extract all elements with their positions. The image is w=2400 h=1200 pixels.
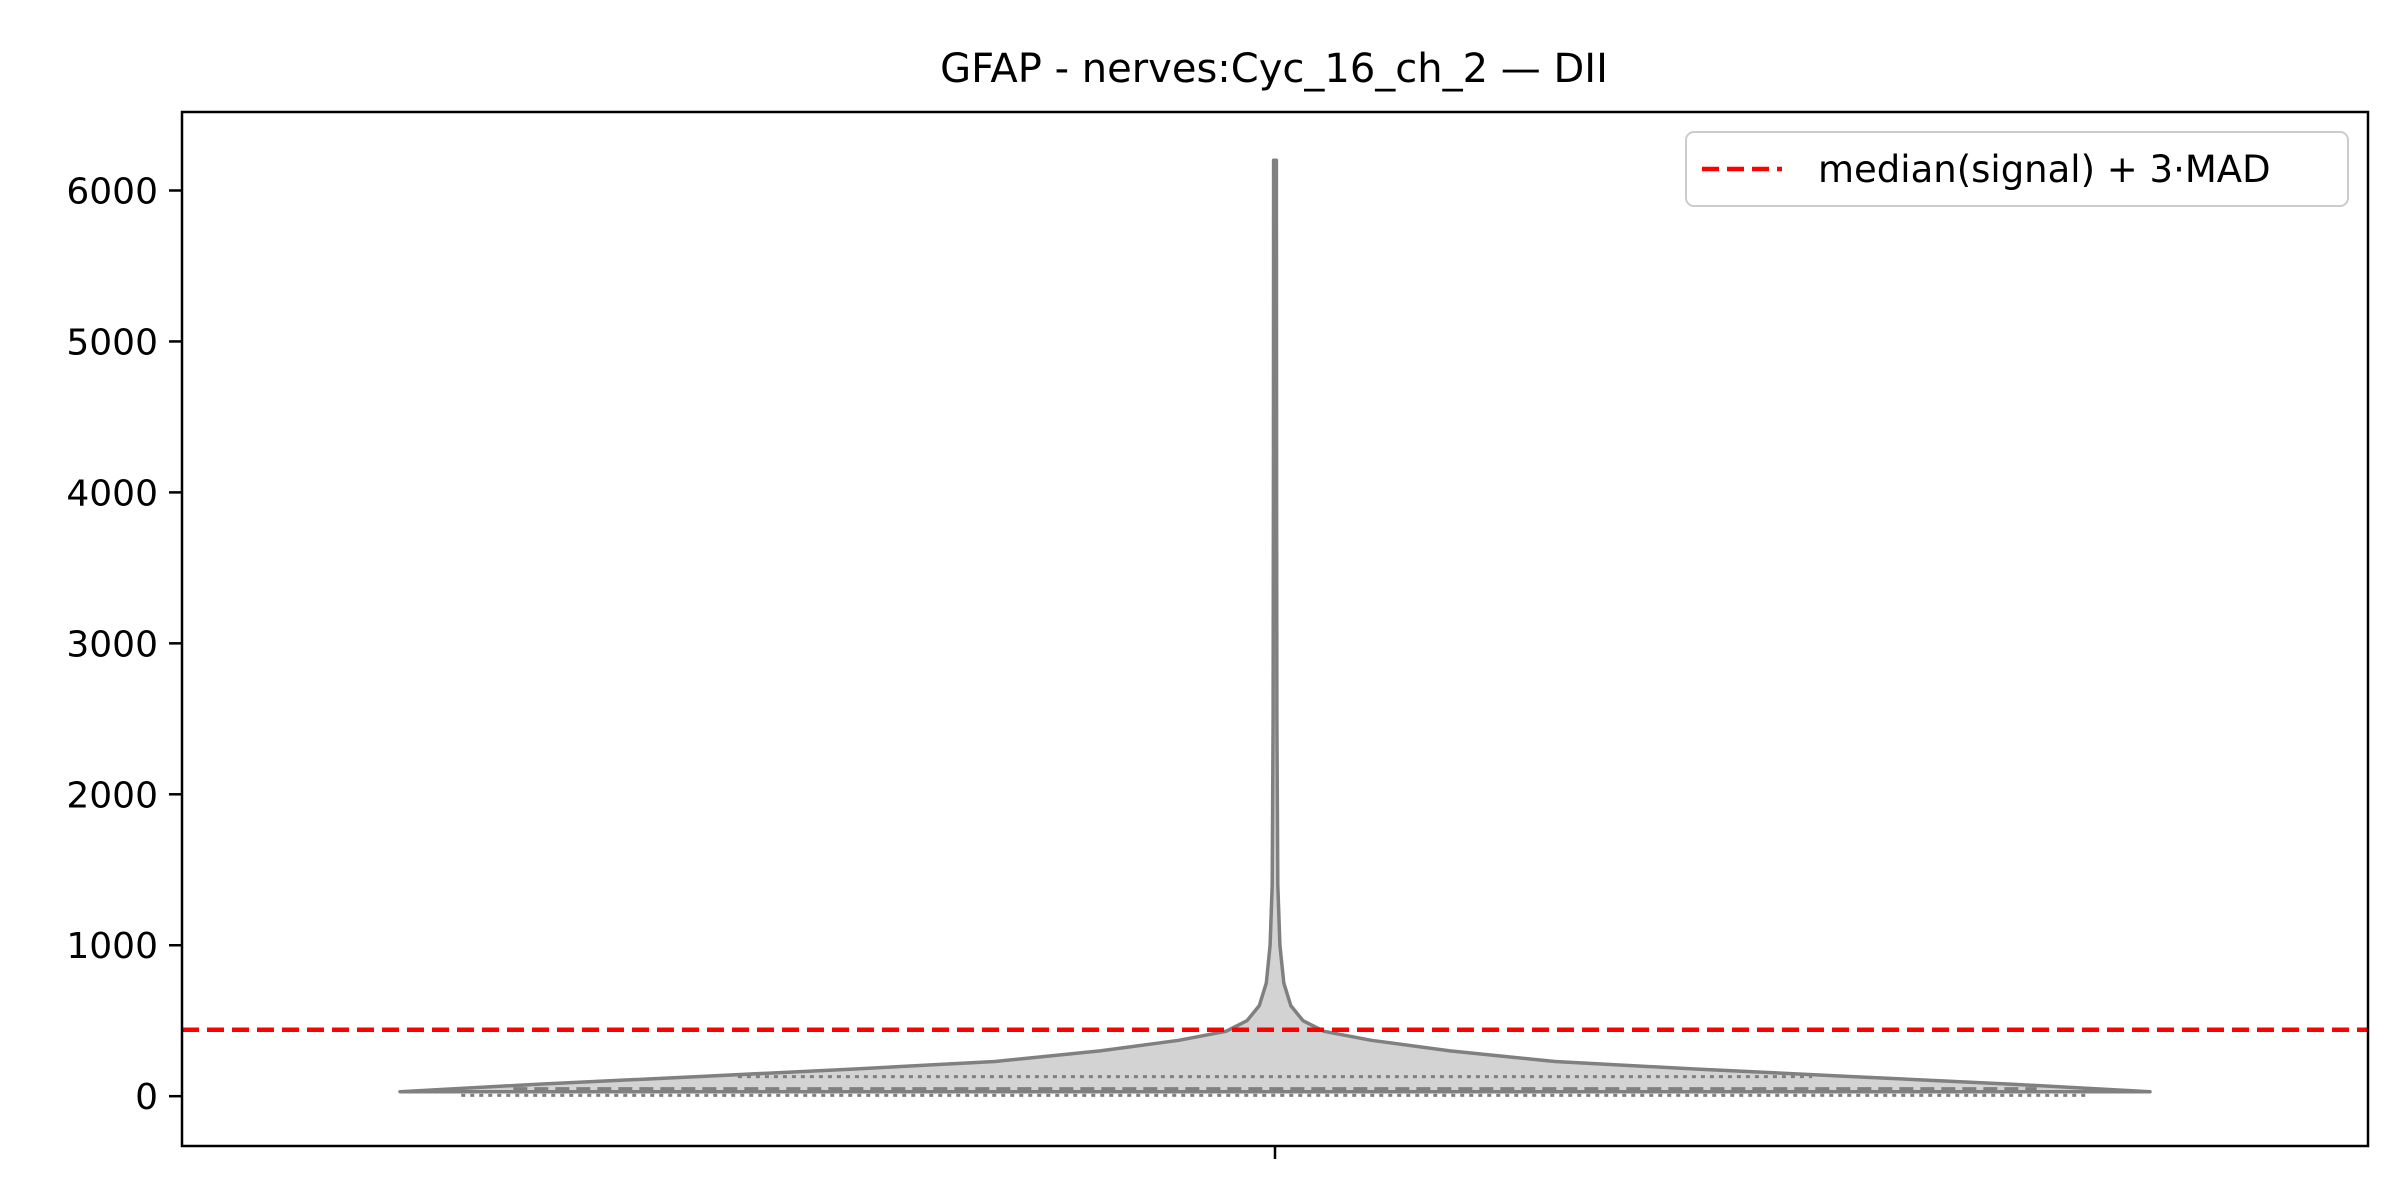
y-tick-label: 0 [135, 1077, 158, 1118]
violin-body [398, 158, 2152, 1094]
y-tick-label: 4000 [66, 473, 158, 514]
violin-group [398, 158, 2152, 1097]
legend: median(signal) + 3·MAD [1685, 131, 2349, 207]
y-tick-label: 2000 [66, 775, 158, 816]
chart-title: GFAP - nerves:Cyc_16_ch_2 — DII [940, 46, 1608, 92]
y-axis: 0 1000 2000 3000 4000 5000 6000 [66, 171, 182, 1118]
y-tick-label: 5000 [66, 322, 158, 363]
legend-label: median(signal) + 3·MAD [1818, 148, 2271, 191]
legend-box [1685, 131, 2349, 207]
y-tick-label: 1000 [66, 926, 158, 967]
y-tick-label: 3000 [66, 624, 158, 665]
y-tick-label: 6000 [66, 171, 158, 212]
